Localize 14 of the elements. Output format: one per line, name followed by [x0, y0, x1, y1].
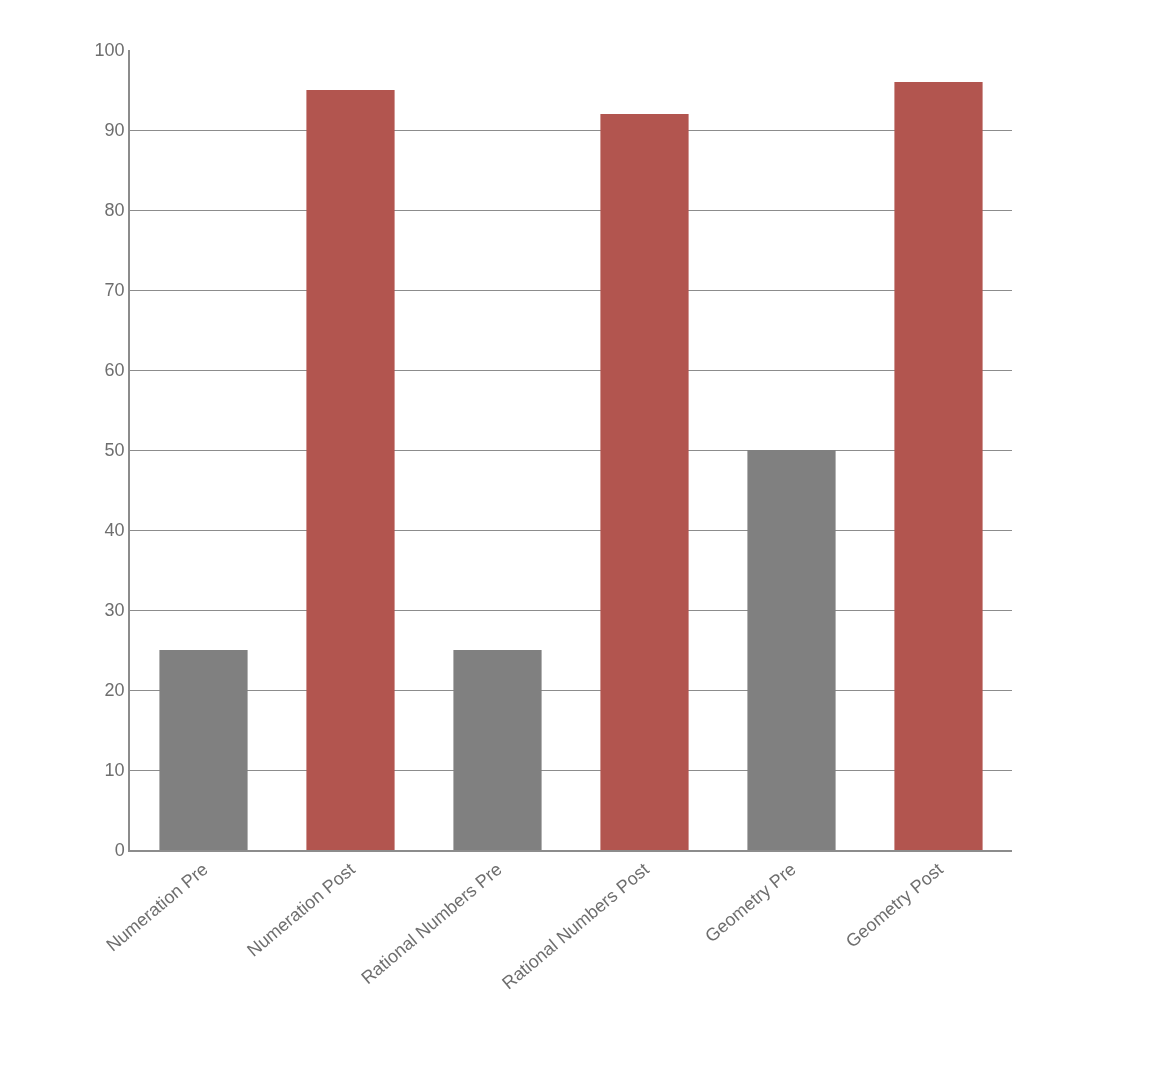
y-tick-label: 10: [104, 760, 125, 781]
bar: [894, 82, 983, 850]
y-tick-label: 30: [104, 600, 125, 621]
y-tick-label: 70: [104, 280, 125, 301]
y-tick-label: 40: [104, 520, 125, 541]
y-tick-label: 80: [104, 200, 125, 221]
bar: [600, 114, 689, 850]
y-tick-label: 20: [104, 680, 125, 701]
y-tick-label: 50: [104, 440, 125, 461]
bar: [306, 90, 395, 850]
y-tick-label: 100: [94, 40, 125, 61]
y-tick-label: 60: [104, 360, 125, 381]
y-tick-label: 90: [104, 120, 125, 141]
y-tick-label: 0: [114, 840, 125, 861]
